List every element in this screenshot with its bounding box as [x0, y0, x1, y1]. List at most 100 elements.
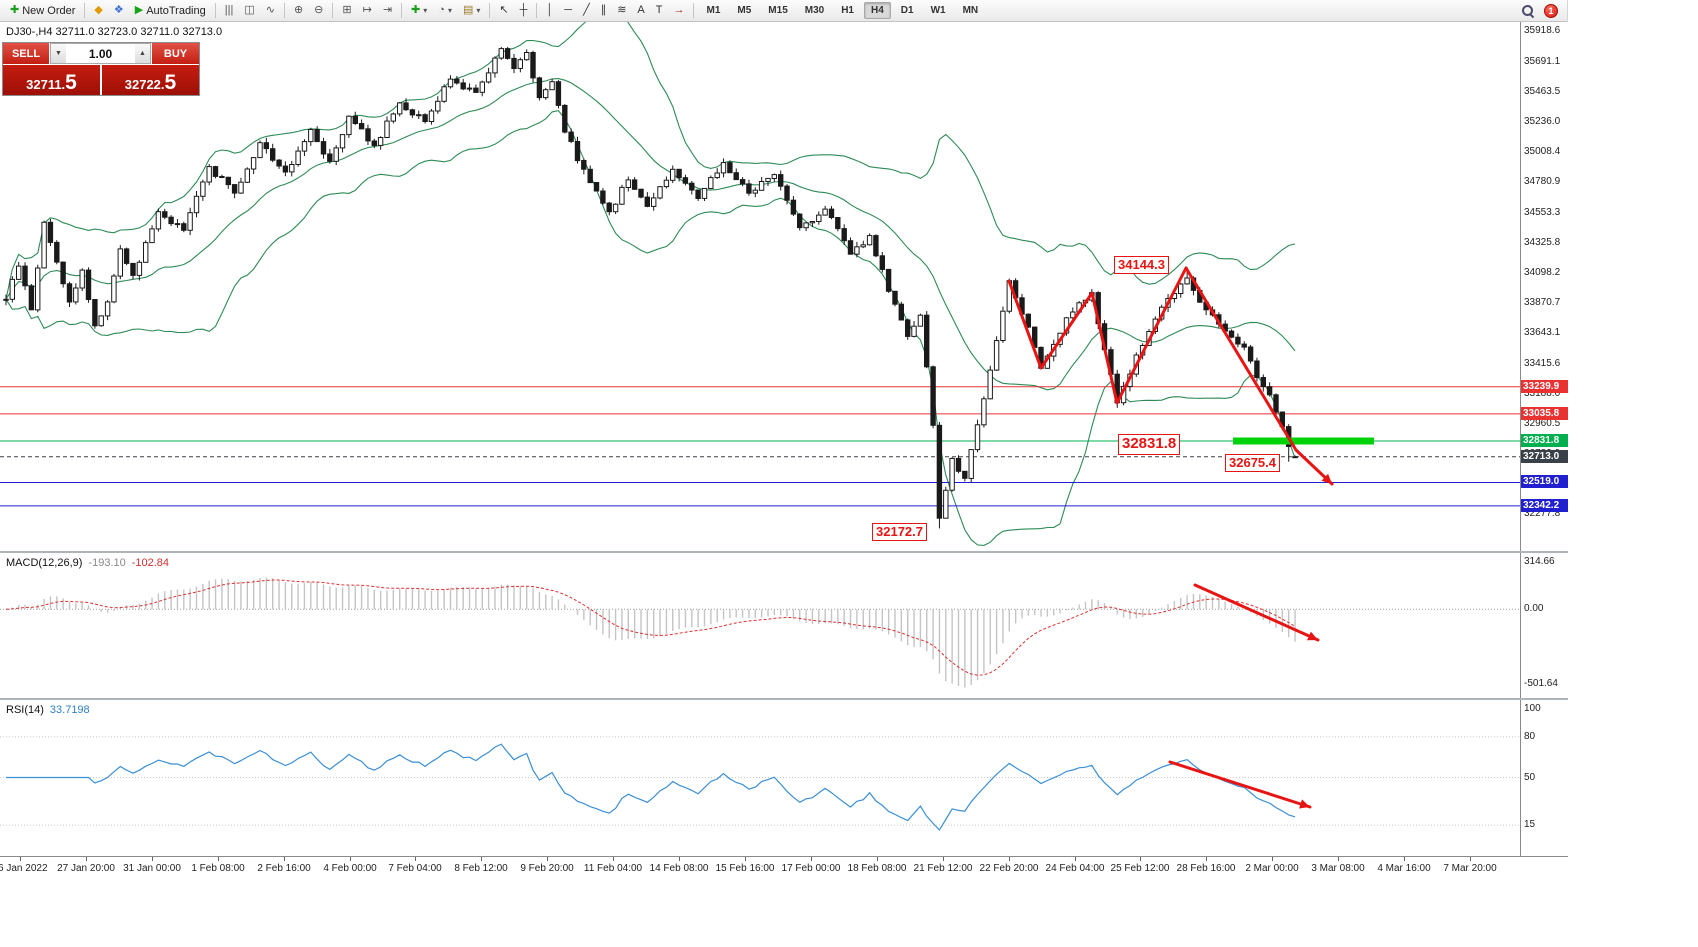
buy-price[interactable]: 32722. 5	[102, 65, 199, 95]
timeframe-w1[interactable]: W1	[930, 5, 946, 16]
volume-increase-button[interactable]: ▲	[135, 44, 150, 63]
sell-price-pips: 5	[65, 71, 77, 94]
horizontal-line-icon[interactable]: ─	[559, 1, 577, 20]
timeframe-mn[interactable]: MN	[962, 5, 979, 16]
periods-icon: ◔	[438, 4, 445, 16]
sell-button[interactable]: SELL	[3, 43, 49, 64]
timeframe-m30[interactable]: M30	[804, 5, 825, 16]
search-icon[interactable]	[1521, 4, 1534, 17]
tile-windows-icon[interactable]: ⊞	[337, 1, 356, 20]
indicators-icon[interactable]: ✚ ▾	[406, 1, 432, 20]
crosshair-icon: ┼	[519, 4, 528, 16]
price-axis[interactable]: 35918.6 35691.1 35463.5 35236.0 35008.4 34780…	[1520, 22, 1568, 551]
dropdown-arrow-icon: ▾	[476, 6, 481, 15]
trendline-icon[interactable]: ╱	[578, 1, 595, 20]
timeframe-m15[interactable]: M15	[768, 5, 788, 16]
auto-scroll-icon[interactable]: ↦	[358, 1, 377, 20]
support-price-label: 32831.8	[1521, 434, 1568, 447]
time-axis-label: 31 Jan 00:00	[123, 863, 181, 874]
bar-chart-icon[interactable]: |||	[220, 1, 239, 20]
timeframe-d1[interactable]: D1	[900, 5, 914, 16]
chart-annotation[interactable]: 34144.3	[1114, 256, 1169, 275]
time-axis-tick	[1075, 857, 1076, 861]
profiles-icon[interactable]: ❖	[109, 1, 129, 20]
toolbar-right-group: 1	[1521, 3, 1562, 18]
time-axis-label: 25 Feb 12:00	[1110, 863, 1170, 874]
time-axis-label: 14 Feb 08:00	[649, 863, 709, 874]
vertical-line-icon[interactable]: │	[541, 1, 558, 20]
zoom-in-icon[interactable]: ⊕	[289, 1, 308, 20]
timeframe-m5[interactable]: M5	[737, 5, 752, 16]
new-order-button[interactable]: ✚ New Order	[5, 1, 80, 20]
price-axis-label: 35236.0	[1524, 116, 1561, 127]
cursor-icon: ↖	[499, 4, 509, 16]
zoom-out-icon[interactable]: ⊖	[309, 1, 328, 20]
time-axis-tick	[613, 857, 614, 861]
rsi-axis[interactable]: 100 80 50 15	[1520, 700, 1568, 856]
channel-icon[interactable]: ∥	[596, 1, 612, 20]
arrows-icon[interactable]: →	[668, 1, 689, 20]
cursor-icon[interactable]: ↖	[494, 1, 513, 20]
periods-icon[interactable]: ◔ ▾	[433, 1, 457, 20]
volume-input[interactable]	[66, 44, 135, 63]
pane-resize-handle[interactable]	[0, 698, 1568, 700]
notification-badge[interactable]: 1	[1544, 3, 1558, 18]
price-axis-label: 34780.9	[1524, 176, 1561, 187]
bollinger-lower-line	[5, 109, 1296, 546]
fibonacci-icon[interactable]: ≋	[612, 1, 631, 20]
timeframe-h4[interactable]: H4	[864, 2, 891, 19]
macd-histogram	[11, 577, 1296, 688]
macd-canvas[interactable]	[0, 553, 1568, 698]
volume-decrease-button[interactable]: ▼	[51, 44, 66, 63]
resistance-price-label: 33035.8	[1521, 407, 1568, 420]
price-axis-label: 34325.8	[1524, 237, 1561, 248]
time-axis-label: 8 Feb 12:00	[454, 863, 508, 874]
buy-price-main: 32722.	[124, 77, 165, 92]
price-axis-label: 35463.5	[1524, 86, 1561, 97]
price-chart-canvas[interactable]	[0, 22, 1568, 551]
line-chart-icon[interactable]: ∿	[261, 1, 280, 20]
time-axis-label: 9 Feb 20:00	[520, 863, 574, 874]
chart-annotation[interactable]: 32172.7	[872, 523, 927, 542]
trendline-icon: ╱	[583, 4, 590, 16]
sell-price-main: 32711.	[26, 77, 66, 92]
macd-axis[interactable]: 314.66 0.00 -501.64	[1520, 553, 1568, 698]
timeframe-m1[interactable]: M1	[706, 5, 721, 16]
new-chart-icon[interactable]: ◆	[89, 1, 107, 20]
time-axis-tick	[1404, 857, 1405, 861]
trend-arrow[interactable]	[1168, 760, 1312, 809]
time-axis-tick	[481, 857, 482, 861]
price-axis-label: 35691.1	[1524, 56, 1561, 67]
pane-resize-handle[interactable]	[0, 551, 1568, 553]
crosshair-icon[interactable]: ┼	[515, 1, 533, 20]
time-axis-label: 11 Feb 04:00	[583, 863, 643, 874]
time-axis-label: 2 Mar 00:00	[1245, 863, 1299, 874]
buy-button[interactable]: BUY	[152, 43, 199, 64]
timeframe-h1[interactable]: H1	[841, 5, 854, 16]
toolbar-separator	[84, 3, 86, 18]
autotrading-button[interactable]: ▶ AutoTrading	[130, 1, 211, 20]
chart-shift-icon[interactable]: ⇥	[378, 1, 397, 20]
templates-icon[interactable]: ▤ ▾	[458, 1, 485, 20]
dropdown-arrow-icon: ▾	[423, 6, 428, 15]
buy-price-pips: 5	[164, 71, 177, 94]
chart-annotation[interactable]: 32831.8	[1118, 434, 1181, 455]
time-axis-tick	[284, 857, 285, 861]
toolbar: ✚ New Order ◆ ❖ ▶ AutoTrading ||| ◫ ∿ ⊕ ⊖ ⊞ ↦ ⇥ ✚ ▾ ◔ ▾ ▤ ▾…	[0, 0, 1567, 22]
trend-arrow[interactable]	[1193, 583, 1320, 642]
trend-arrow[interactable]	[1007, 266, 1334, 486]
volume-control: ▼ ▲	[50, 43, 151, 64]
time-axis[interactable]: 26 Jan 2022 27 Jan 20:00 31 Jan 00:00 1 Feb…	[0, 856, 1568, 879]
price-axis-label: 32960.5	[1524, 418, 1561, 429]
time-axis-label: 17 Feb 00:00	[781, 863, 841, 874]
auto-scroll-icon: ↦	[362, 4, 372, 16]
time-axis-tick	[679, 857, 680, 861]
macd-signal-value: -102.84	[131, 557, 170, 569]
candlestick-chart-icon[interactable]: ◫	[239, 1, 259, 20]
sell-price[interactable]: 32711. 5	[3, 65, 100, 95]
label-icon[interactable]: T	[651, 1, 668, 20]
text-icon[interactable]: A	[632, 1, 649, 20]
chart-annotation[interactable]: 32675.4	[1225, 454, 1280, 473]
rsi-canvas[interactable]	[0, 700, 1568, 856]
support-highlight-segment[interactable]	[1233, 437, 1374, 445]
